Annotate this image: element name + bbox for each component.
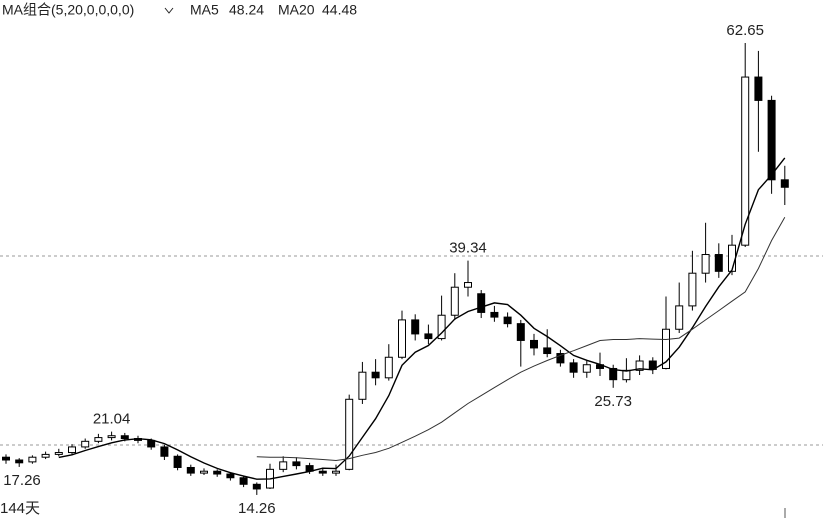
candle-body — [635, 360, 644, 371]
candle-body — [728, 244, 736, 272]
dropdown-arrow[interactable] — [164, 7, 174, 14]
candle-body — [15, 459, 24, 464]
candle-body — [503, 316, 512, 325]
header-bg — [0, 0, 380, 22]
high-annotation: 62.65 — [726, 22, 764, 39]
candle-body — [569, 362, 578, 373]
candle-body — [543, 347, 552, 355]
ma-line — [256, 216, 786, 462]
candle-body — [411, 319, 420, 335]
low-annotation: 14.26 — [238, 500, 276, 517]
candle-body — [332, 470, 340, 474]
candle-body — [477, 293, 486, 313]
candle-body — [120, 435, 129, 440]
period-label: 144天 — [0, 500, 40, 517]
legend-ma5-value: 48.24 — [229, 2, 264, 18]
candle-body — [68, 446, 76, 454]
candle-body — [516, 323, 525, 341]
candle-body — [582, 364, 591, 373]
low-annotation: 25.73 — [594, 393, 632, 410]
candle-body — [173, 455, 182, 468]
candle-body — [186, 466, 195, 474]
candle-body — [780, 179, 789, 188]
candle-body — [384, 356, 393, 379]
high-annotation: 21.04 — [93, 411, 131, 428]
candle-body — [556, 353, 565, 364]
candle-body — [767, 99, 776, 181]
candle-body — [318, 470, 327, 474]
candle-body — [107, 435, 116, 439]
indicator-name[interactable]: MA组合(5,20,0,0,0,0) — [2, 2, 134, 18]
candle-body — [2, 456, 10, 461]
candle-body — [609, 367, 618, 381]
candle-body — [701, 254, 710, 274]
candle-body — [358, 371, 367, 400]
candle-body — [424, 333, 433, 340]
candle-body — [398, 319, 406, 358]
candle-body — [371, 371, 380, 379]
candle-body — [279, 461, 288, 470]
candle-body — [226, 473, 235, 479]
candle-body — [213, 470, 222, 475]
candle-body — [688, 272, 697, 307]
candle-body — [41, 453, 50, 458]
candle-body — [464, 282, 472, 288]
ma-line — [58, 157, 786, 480]
candle-body — [81, 440, 90, 448]
low-annotation: 17.26 — [3, 472, 41, 489]
legend-ma20-value: 44.48 — [322, 2, 357, 18]
candle-body — [239, 477, 248, 485]
candle-body — [675, 305, 684, 330]
candle-body — [437, 314, 446, 340]
candle-body — [28, 456, 37, 463]
candle-body — [662, 328, 670, 369]
candle-body — [714, 254, 723, 272]
candle-body — [490, 311, 499, 318]
candle-body — [147, 439, 156, 448]
candle-body — [292, 461, 301, 467]
high-annotation: 39.34 — [449, 240, 487, 257]
candle-body — [200, 470, 208, 474]
candle-body — [450, 286, 459, 316]
legend-ma20-name: MA20 — [278, 2, 315, 18]
candle-body — [530, 339, 538, 349]
candle-body — [741, 76, 750, 246]
candle-body — [754, 76, 763, 101]
candle-body — [160, 446, 169, 457]
legend-ma5-name: MA5 — [190, 2, 219, 18]
candle-body — [252, 483, 261, 490]
candle-body — [54, 452, 63, 455]
candle-body — [622, 369, 631, 381]
candle-body — [94, 437, 103, 442]
candle-body — [345, 398, 354, 470]
